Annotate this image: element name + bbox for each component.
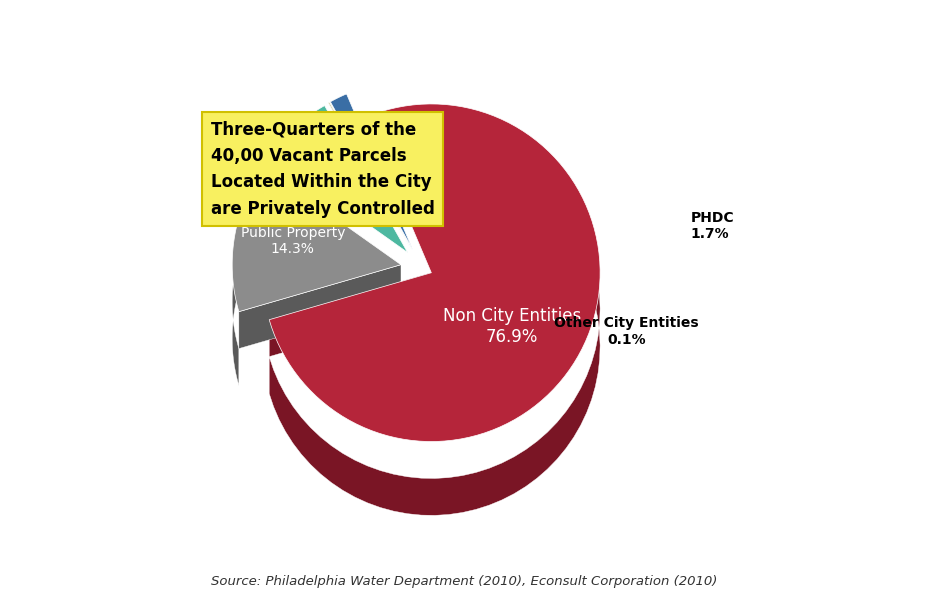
Polygon shape: [270, 142, 324, 229]
Text: Non City Entities
76.9%: Non City Entities 76.9%: [443, 307, 580, 346]
Polygon shape: [232, 167, 400, 311]
Text: Other City Entities
0.1%: Other City Entities 0.1%: [553, 316, 698, 347]
Polygon shape: [232, 204, 263, 385]
Text: PHDC
1.7%: PHDC 1.7%: [690, 211, 733, 241]
Text: Public Property
14.3%: Public Property 14.3%: [240, 226, 345, 256]
Polygon shape: [330, 131, 346, 176]
Polygon shape: [328, 102, 411, 250]
Polygon shape: [270, 105, 407, 253]
Polygon shape: [238, 265, 400, 348]
Text: Three-Quarters of the
40,00 Vacant Parcels
Located Within the City
are Privately: Three-Quarters of the 40,00 Vacant Parce…: [210, 121, 434, 218]
Polygon shape: [269, 104, 600, 442]
Polygon shape: [330, 94, 413, 249]
Polygon shape: [269, 273, 431, 357]
Polygon shape: [269, 141, 600, 515]
Text: Source: Philadelphia Water Department (2010), Econsult Corporation (2010): Source: Philadelphia Water Department (2…: [210, 575, 717, 588]
Text: RDA 7%: RDA 7%: [306, 164, 362, 178]
